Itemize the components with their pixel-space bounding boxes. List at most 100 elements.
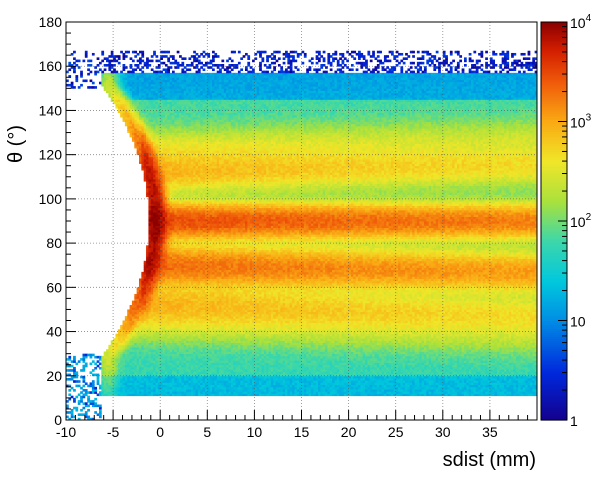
heatmap-cell xyxy=(492,380,496,383)
heatmap-cell xyxy=(395,362,399,366)
heatmap-cell xyxy=(285,382,288,386)
heatmap-cell xyxy=(263,366,267,370)
heatmap-cell xyxy=(522,369,526,372)
heatmap-cell xyxy=(301,375,305,379)
heatmap-cell xyxy=(164,377,168,381)
heatmap-cell xyxy=(136,373,140,377)
heatmap-cell xyxy=(405,358,408,361)
heatmap-cell xyxy=(414,351,418,355)
heatmap-cell xyxy=(456,358,460,361)
heatmap-cell xyxy=(223,380,227,383)
heatmap-cell xyxy=(360,380,364,383)
heatmap-cell xyxy=(452,364,455,368)
heatmap-cell xyxy=(146,382,149,386)
heatmap-cell xyxy=(527,377,531,381)
heatmap-cell xyxy=(428,369,432,372)
heatmap-cell xyxy=(308,358,312,361)
heatmap-cell xyxy=(195,393,199,397)
heatmap-cell xyxy=(254,380,258,383)
heatmap-cell xyxy=(285,371,288,374)
heatmap-cell xyxy=(287,353,291,357)
heatmap-cell xyxy=(433,366,437,370)
heatmap-cell xyxy=(223,353,227,357)
heatmap-cell xyxy=(409,375,413,379)
heatmap-cell xyxy=(216,375,220,379)
heatmap-cell xyxy=(120,375,123,379)
heatmap-cell xyxy=(294,369,298,372)
heatmap-cell xyxy=(266,377,269,381)
heatmap-cell xyxy=(492,351,496,355)
heatmap-cell xyxy=(348,377,352,381)
heatmap-cell xyxy=(77,393,81,397)
heatmap-cell xyxy=(73,375,76,379)
heatmap-cell xyxy=(534,371,537,374)
heatmap-cell xyxy=(414,386,418,390)
heatmap-cell xyxy=(515,391,519,394)
heatmap-cell xyxy=(183,353,187,357)
heatmap-cell xyxy=(188,382,192,386)
heatmap-cell xyxy=(186,371,189,374)
heatmap-cell xyxy=(367,369,371,372)
heatmap-cell xyxy=(367,384,371,388)
heatmap-cell xyxy=(179,377,182,381)
heatmap-cell xyxy=(511,373,514,377)
heatmap-cell xyxy=(496,386,500,390)
heatmap-cell xyxy=(148,358,152,361)
heatmap-cell xyxy=(120,366,123,370)
heatmap-cell xyxy=(254,373,258,377)
heatmap-cell xyxy=(504,371,507,374)
heatmap-cell xyxy=(103,382,107,386)
heatmap-cell xyxy=(402,373,406,377)
heatmap-cell xyxy=(452,373,455,377)
heatmap-cell xyxy=(197,377,201,381)
heatmap-cell xyxy=(306,380,309,383)
heatmap-cell xyxy=(136,375,140,379)
heatmap-cell xyxy=(190,353,194,357)
heatmap-cell xyxy=(506,353,510,357)
heatmap-cell xyxy=(237,389,241,392)
heatmap-cell xyxy=(108,373,112,377)
heatmap-cell xyxy=(480,362,484,366)
heatmap-cell xyxy=(240,384,244,388)
heatmap-cell xyxy=(485,393,488,397)
heatmap-cell xyxy=(442,382,446,386)
heatmap-cell xyxy=(139,358,142,361)
heatmap-cell xyxy=(249,389,253,392)
heatmap-cell xyxy=(169,389,173,392)
heatmap-cell xyxy=(466,377,470,381)
heatmap-cell xyxy=(355,358,359,361)
heatmap-cell xyxy=(322,389,326,392)
heatmap-cell xyxy=(475,355,479,359)
heatmap-cell xyxy=(362,371,366,374)
heatmap-cell xyxy=(117,369,121,372)
heatmap-cell xyxy=(124,386,128,390)
heatmap-cell xyxy=(501,375,505,379)
heatmap-cell xyxy=(193,351,196,355)
heatmap-cell xyxy=(327,364,331,368)
heatmap-cell xyxy=(75,375,79,379)
heatmap-cell xyxy=(219,389,222,392)
heatmap-cell xyxy=(270,375,274,379)
heatmap-cell xyxy=(315,358,319,361)
heatmap-cell xyxy=(141,351,145,355)
heatmap-cell xyxy=(249,384,253,388)
heatmap-cell xyxy=(202,377,206,381)
heatmap-cell xyxy=(169,391,173,394)
heatmap-cell xyxy=(317,371,321,374)
heatmap-cell xyxy=(348,351,352,355)
heatmap-cell xyxy=(447,362,451,366)
heatmap-cell xyxy=(459,375,463,379)
heatmap-cell xyxy=(259,380,262,383)
heatmap-cell xyxy=(164,380,168,383)
heatmap-cell xyxy=(277,375,281,379)
heatmap-cell xyxy=(428,358,432,361)
heatmap-cell xyxy=(117,377,121,381)
heatmap-cell xyxy=(374,360,378,363)
heatmap-cell xyxy=(506,362,510,366)
heatmap-cell xyxy=(365,362,368,366)
heatmap-cell xyxy=(532,369,536,372)
heatmap-cell xyxy=(216,377,220,381)
heatmap-cell xyxy=(146,384,149,388)
heatmap-cell xyxy=(106,393,109,397)
heatmap-cell xyxy=(176,364,180,368)
